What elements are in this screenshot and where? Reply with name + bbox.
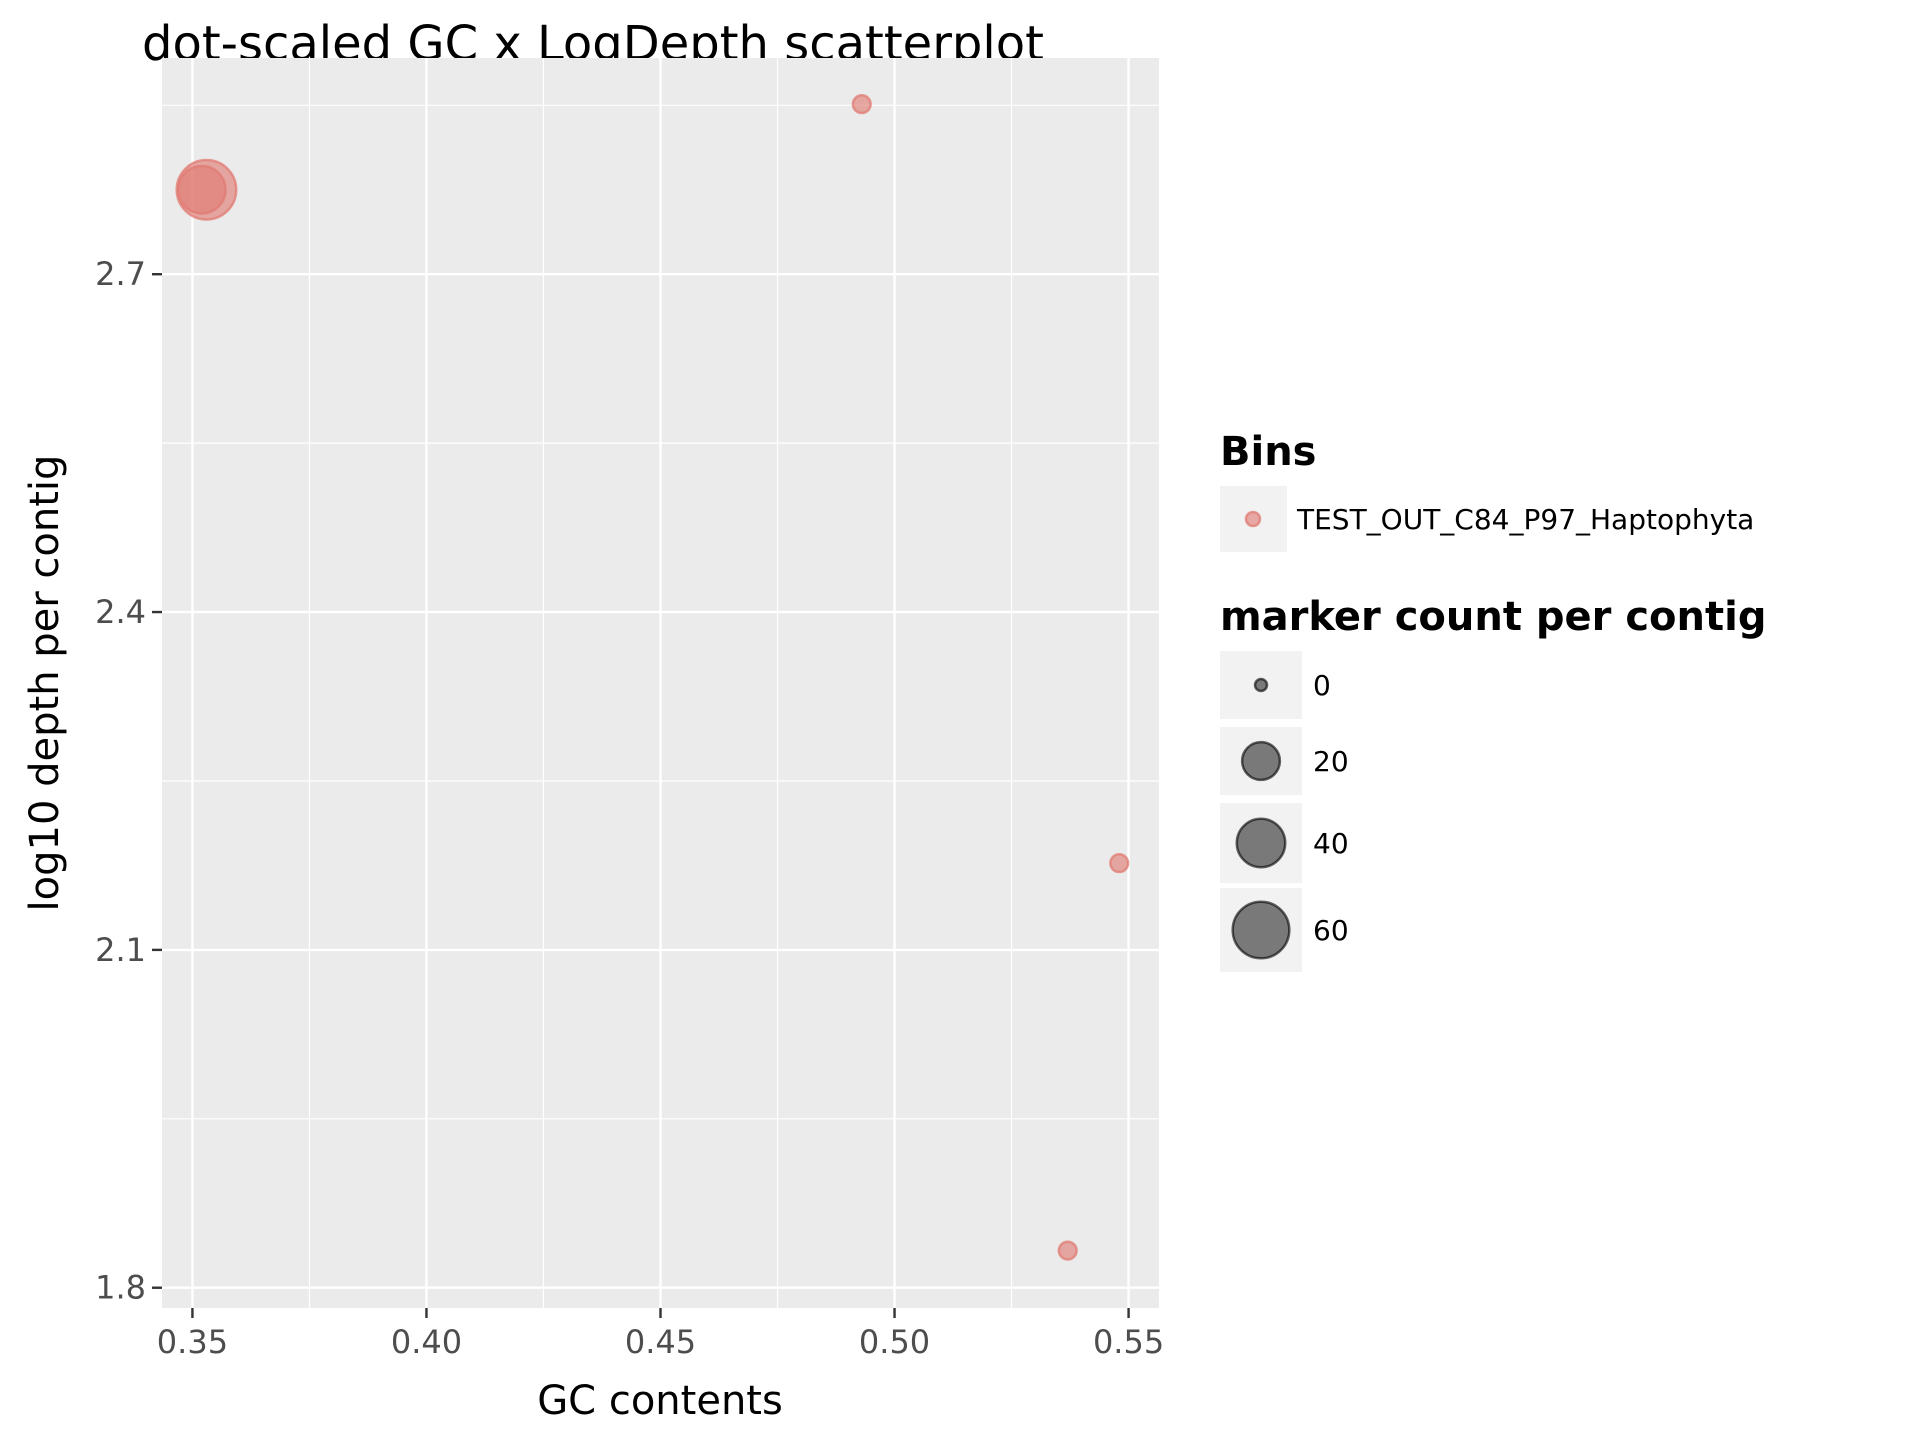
x-tick-label: 0.50 bbox=[859, 1323, 930, 1361]
legend-size: marker count per contig 0 20 40 60 bbox=[1220, 594, 1766, 972]
legend-size-label: 60 bbox=[1313, 914, 1349, 947]
legend-size-swatch bbox=[1231, 900, 1291, 960]
legend-bins-label: TEST_OUT_C84_P97_Haptophyta bbox=[1296, 503, 1754, 536]
legend-size-label: 20 bbox=[1313, 745, 1349, 778]
legend-bins: Bins TEST_OUT_C84_P97_Haptophyta bbox=[1220, 429, 1754, 552]
legend-size-swatch bbox=[1240, 740, 1282, 782]
x-tick-label: 0.45 bbox=[625, 1323, 696, 1361]
data-point bbox=[1109, 853, 1130, 874]
y-tick-label: 2.7 bbox=[95, 255, 146, 293]
legend-bins-title: Bins bbox=[1220, 429, 1316, 475]
grid-lines bbox=[162, 58, 1159, 1308]
data-point bbox=[175, 158, 238, 221]
data-points bbox=[175, 94, 1130, 1261]
legend-size-swatch bbox=[1235, 817, 1287, 869]
y-tick-label: 2.1 bbox=[95, 931, 146, 969]
y-axis: 1.8 2.1 2.4 2.7 bbox=[95, 255, 162, 1307]
y-tick-label: 2.4 bbox=[95, 593, 146, 631]
x-tick-label: 0.40 bbox=[391, 1323, 462, 1361]
legend-size-title: marker count per contig bbox=[1220, 594, 1766, 640]
legend-size-label: 40 bbox=[1313, 827, 1349, 860]
legend-size-swatch bbox=[1253, 677, 1269, 693]
y-tick-label: 1.8 bbox=[95, 1269, 146, 1307]
x-axis-title: GC contents bbox=[537, 1378, 783, 1424]
x-tick-label: 0.55 bbox=[1093, 1323, 1164, 1361]
y-axis-title: log10 depth per contig bbox=[22, 455, 68, 912]
legend-swatch bbox=[1244, 510, 1262, 528]
x-axis: 0.35 0.40 0.45 0.50 0.55 bbox=[157, 1308, 1164, 1361]
data-point bbox=[1057, 1240, 1078, 1261]
x-tick-label: 0.35 bbox=[157, 1323, 228, 1361]
data-point bbox=[851, 94, 872, 115]
legend-size-label: 0 bbox=[1313, 669, 1331, 702]
